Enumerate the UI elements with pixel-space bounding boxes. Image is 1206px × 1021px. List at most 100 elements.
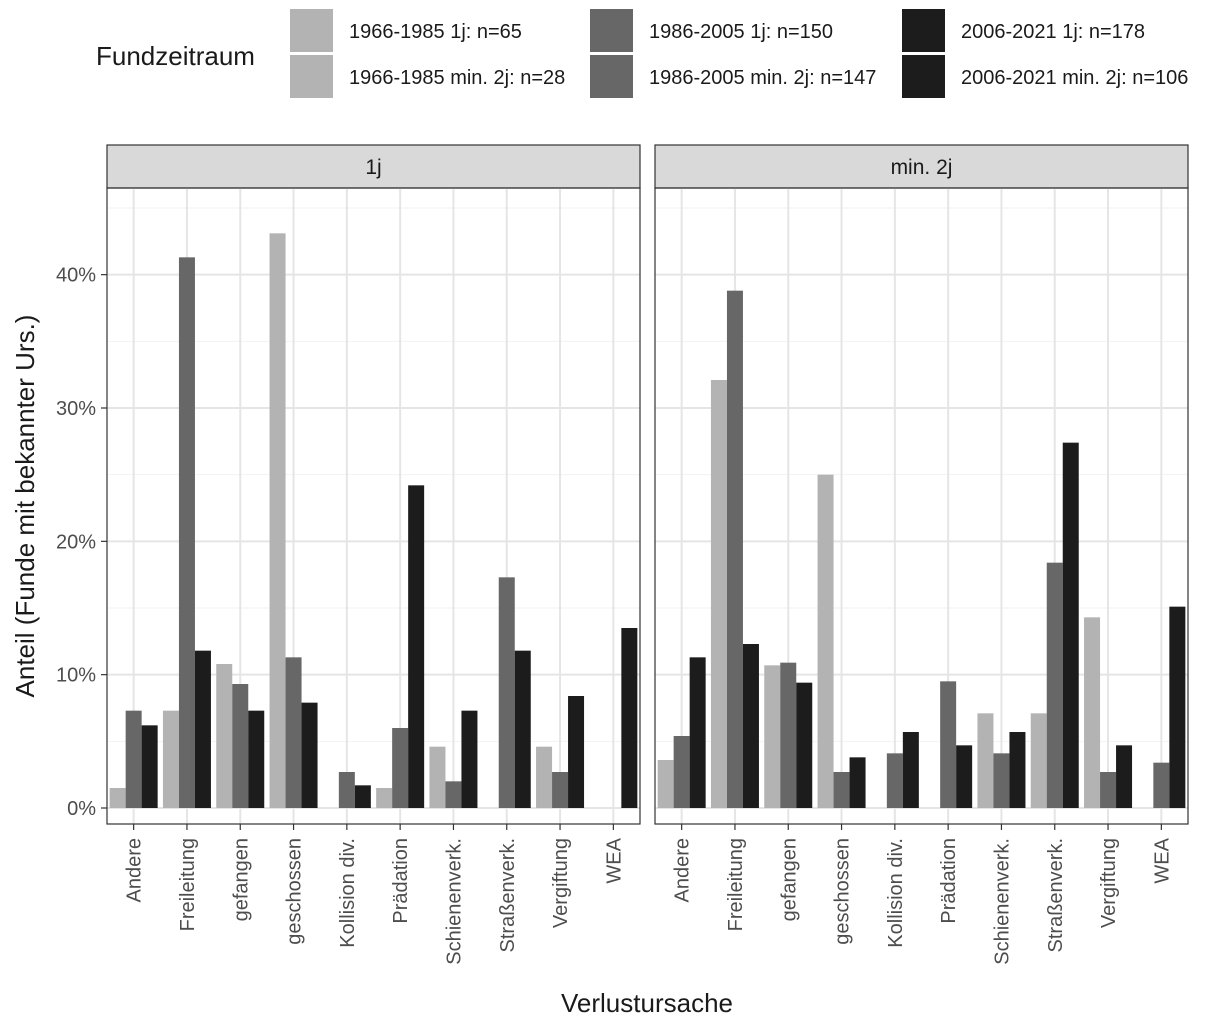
bar	[621, 628, 638, 808]
legend-label: 1986-2005 min. 2j: n=147	[649, 67, 876, 89]
bar	[301, 702, 318, 808]
bar	[354, 785, 371, 808]
bar	[742, 644, 759, 808]
bar	[1084, 617, 1101, 808]
bar	[817, 474, 834, 808]
bar	[162, 710, 179, 808]
bar	[902, 732, 919, 808]
bar	[657, 760, 674, 808]
panel-strip-label: min. 2j	[891, 156, 953, 179]
x-tick-label: geschossen	[832, 838, 854, 945]
bar	[125, 710, 142, 808]
bar	[178, 257, 195, 808]
bar	[269, 233, 286, 809]
bar	[940, 681, 957, 808]
legend-label: 2006-2021 1j: n=178	[961, 21, 1145, 43]
bar	[977, 713, 994, 808]
x-tick-label: gefangen	[230, 838, 252, 921]
bar	[141, 725, 158, 808]
bar	[833, 772, 850, 808]
bar	[109, 788, 126, 808]
bar	[780, 662, 797, 808]
bar	[285, 657, 302, 808]
bar	[232, 684, 249, 808]
legend-swatch	[590, 55, 633, 98]
bar	[849, 757, 866, 808]
x-tick-label: Prädation	[390, 838, 412, 924]
panel-border	[106, 187, 641, 825]
x-tick-label: Straßenverk.	[1045, 838, 1067, 952]
bar	[568, 696, 585, 808]
bar	[445, 781, 462, 808]
bar	[408, 485, 425, 808]
bar	[552, 772, 569, 808]
legend-label: 1966-1985 1j: n=65	[349, 21, 522, 43]
bar	[461, 710, 478, 808]
bar	[689, 657, 706, 808]
legend-swatch	[902, 9, 945, 52]
bar	[1046, 562, 1063, 808]
bar	[726, 290, 743, 809]
legend: Fundzeitraum 1966-1985 1j: n=65 1966-1985 …	[96, 9, 1188, 98]
y-tick-label: 20%	[56, 531, 96, 553]
panel-1: 1j Andere Freileitung gefangen geschossen Kol…	[56, 144, 641, 965]
bar	[796, 682, 813, 808]
x-tick-label: WEA	[603, 837, 625, 883]
bar	[248, 710, 265, 808]
legend-title: Fundzeitraum	[96, 41, 255, 71]
legend-label: 1986-2005 1j: n=150	[649, 21, 833, 43]
bar	[764, 665, 781, 808]
y-tick-label: 0%	[67, 798, 96, 820]
x-tick-label: Straßenverk.	[497, 838, 519, 952]
panel-border	[654, 187, 1189, 825]
x-tick-label: Kollision div.	[885, 838, 907, 948]
y-tick-label: 10%	[56, 665, 96, 687]
bar	[392, 728, 409, 808]
legend-swatch	[290, 55, 333, 98]
bar	[1009, 732, 1026, 808]
bar	[673, 736, 690, 808]
x-tick-label: Andere	[124, 838, 146, 903]
bar	[194, 650, 211, 808]
x-tick-label: WEA	[1151, 837, 1173, 883]
panel-strip-label: 1j	[365, 156, 381, 179]
panel-strip	[106, 144, 641, 189]
bar	[338, 772, 355, 808]
legend-label: 2006-2021 min. 2j: n=106	[961, 67, 1188, 89]
bar	[1030, 713, 1047, 808]
x-tick-label: Andere	[672, 838, 694, 903]
x-tick-label: Freileitung	[725, 838, 747, 931]
x-tick-label: Prädation	[938, 838, 960, 924]
x-tick-label: gefangen	[778, 838, 800, 921]
legend-swatch	[590, 9, 633, 52]
x-tick-label: Vergiftung	[1098, 838, 1120, 928]
bar	[514, 650, 531, 808]
bar	[498, 577, 515, 808]
panel-2: min. 2j Andere Freileitung gefangen geschoss…	[654, 144, 1189, 965]
bar	[710, 380, 727, 808]
x-tick-label: Vergiftung	[550, 838, 572, 928]
x-axis-title: Verlustursache	[561, 988, 733, 1016]
legend-label: 1966-1985 min. 2j: n=28	[349, 67, 565, 89]
y-tick-label: 40%	[56, 265, 96, 287]
bar	[536, 746, 553, 808]
bar	[216, 664, 233, 808]
bar	[1100, 772, 1117, 808]
x-tick-label: Schienenverk.	[991, 838, 1013, 965]
bar	[1116, 745, 1133, 808]
x-tick-label: Freileitung	[177, 838, 199, 931]
bar	[429, 746, 446, 808]
bar	[376, 788, 393, 808]
y-tick-label: 30%	[56, 398, 96, 420]
x-tick-label: geschossen	[284, 838, 306, 945]
x-tick-label: Schienenverk.	[443, 838, 465, 965]
bar	[1169, 606, 1186, 808]
bar	[886, 753, 903, 808]
y-axis-title: Anteil (Funde mit bekannter Urs.)	[10, 315, 40, 698]
bar	[993, 753, 1010, 808]
legend-swatch	[902, 55, 945, 98]
bar	[956, 745, 973, 808]
bar	[1062, 442, 1079, 808]
